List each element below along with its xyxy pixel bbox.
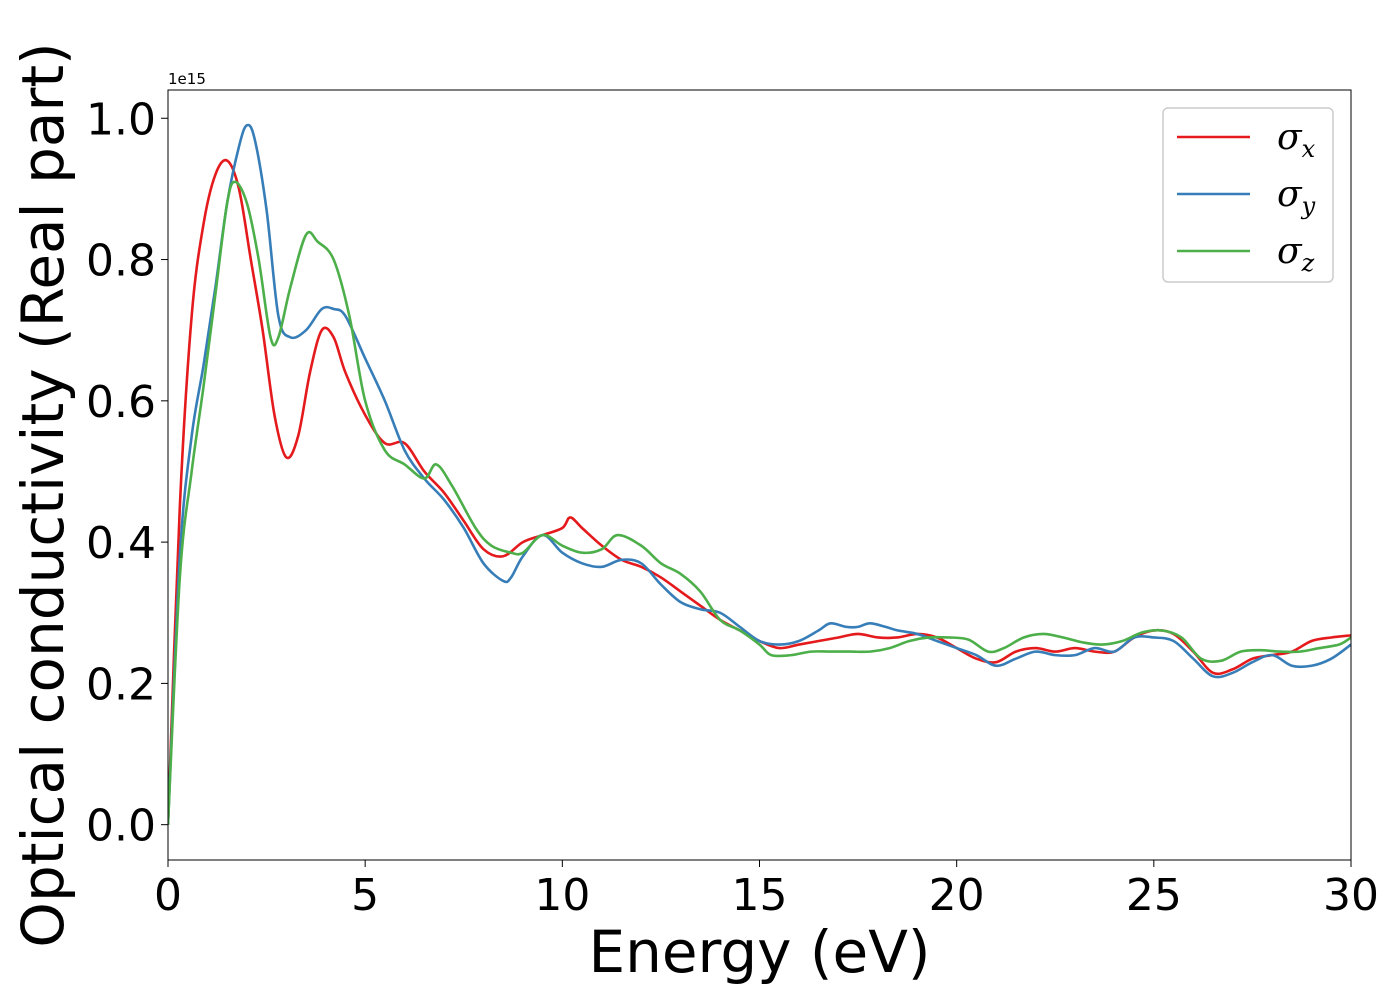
x-tick-label: 20 [929,870,985,921]
y-tick-label: 0.6 [86,377,156,428]
y-tick-label: 0.4 [86,518,156,569]
y-offset-text: 1e15 [168,70,206,88]
x-tick-label: 10 [534,870,590,921]
legend-label-z: σz [1277,231,1315,277]
legend-label-y: σy [1277,174,1316,220]
x-tick-label: 0 [154,870,182,921]
plot-lines [168,123,1351,825]
legend-label-x: σx [1277,117,1316,163]
x-tick-label: 15 [732,870,788,921]
series-line-y [168,123,1351,825]
y-tick-label: 0.2 [86,659,156,710]
series-line-z [168,180,1351,825]
y-axis-label: Optical conductivity (Real part) [9,42,77,947]
x-axis-label: Energy (eV) [588,918,930,986]
x-tick-label: 30 [1323,870,1379,921]
y-tick-label: 0.0 [86,801,156,852]
y-tick-label: 0.8 [86,236,156,287]
y-tick-label: 1.0 [86,94,156,145]
legend: σx σy σz [1162,107,1334,283]
y-axis: 0.0 0.2 0.4 0.6 0.8 1.0 [86,94,168,852]
x-tick-label: 5 [351,870,379,921]
x-tick-label: 25 [1126,870,1182,921]
x-axis: 0 5 10 15 20 25 30 [154,860,1379,921]
